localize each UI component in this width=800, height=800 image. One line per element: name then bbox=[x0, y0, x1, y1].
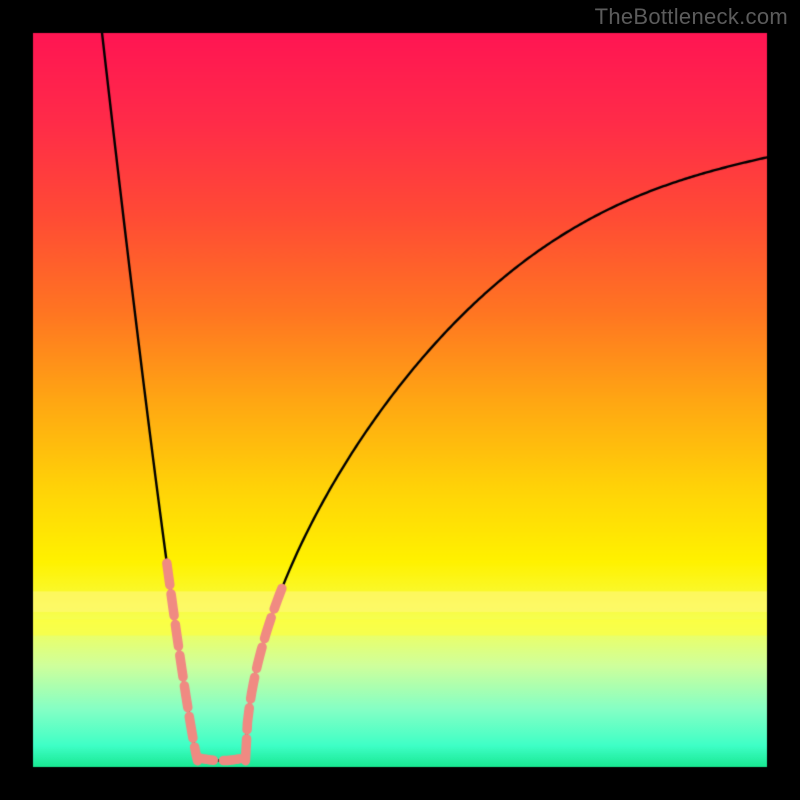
chart-container: TheBottleneck.com bbox=[0, 0, 800, 800]
gradient-curve-chart bbox=[0, 0, 800, 800]
watermark-text: TheBottleneck.com bbox=[595, 4, 788, 30]
